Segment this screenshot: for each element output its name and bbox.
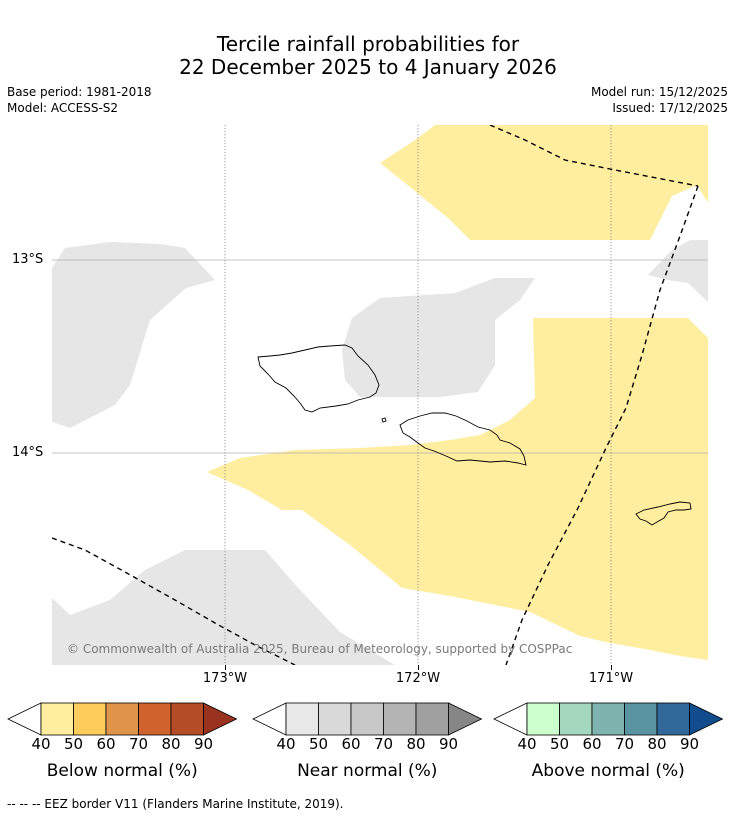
colorbar-tick-label: 60 xyxy=(96,735,116,753)
colorbar-tick-label: 50 xyxy=(63,735,84,753)
near-normal-region-center xyxy=(342,278,535,397)
colorbar-tick-label: 80 xyxy=(406,735,426,753)
copyright-text: © Commonwealth of Australia 2025, Bureau… xyxy=(67,642,572,656)
colorbar-tick-label: 90 xyxy=(679,735,700,753)
colorbar-swatch xyxy=(40,702,74,736)
colorbar-tick-label: 50 xyxy=(549,735,570,753)
forecast-map: © Commonwealth of Australia 2025, Bureau… xyxy=(52,125,708,665)
colorbar-tick-label: 90 xyxy=(193,735,214,753)
near-normal-region-east xyxy=(648,240,708,302)
manono-island-outline xyxy=(381,417,387,423)
lon-tick-172w xyxy=(418,665,419,670)
colorbar-swatch xyxy=(138,702,172,736)
colorbar-swatch xyxy=(656,702,690,736)
colorbar-swatch xyxy=(383,702,417,736)
colorbar-tick-label: 80 xyxy=(647,735,667,753)
base-period-text: Base period: 1981-2018 xyxy=(7,85,152,99)
colorbar-tick-label: 80 xyxy=(161,735,181,753)
lat-label-14s: 14°S xyxy=(12,445,44,460)
below-normal-region-south xyxy=(207,318,708,660)
colorbar-low-extend xyxy=(7,702,42,736)
colorbar-title: Above normal (%) xyxy=(531,761,685,781)
colorbar-tick-label: 70 xyxy=(373,735,394,753)
lon-label-172w: 172°W xyxy=(395,671,441,686)
savaii-island-outline xyxy=(257,344,380,413)
eez-legend-text: -- -- -- EEZ border V11 (Flanders Marine… xyxy=(7,797,344,811)
lon-label-171w: 171°W xyxy=(588,671,634,686)
tutuila-island-outline xyxy=(635,501,692,526)
near-normal-region-west xyxy=(52,242,215,428)
colorbar-swatch xyxy=(105,702,139,736)
colorbar-high-extend xyxy=(448,702,483,736)
colorbar-tick-label: 40 xyxy=(517,735,537,753)
colorbar-swatch xyxy=(318,702,352,736)
colorbar-3 xyxy=(493,702,724,736)
eez-border-southwest xyxy=(52,537,296,665)
chart-title-line2: 22 December 2025 to 4 January 2026 xyxy=(179,55,557,79)
chart-title-line1: Tercile rainfall probabilities for xyxy=(216,32,520,56)
colorbar-title: Near normal (%) xyxy=(297,761,438,781)
colorbar-swatch xyxy=(170,702,204,736)
lat-label-13s: 13°S xyxy=(12,252,44,267)
colorbar-tick-label: 70 xyxy=(128,735,149,753)
eez-border-north xyxy=(489,125,699,187)
colorbar-tick-label: 50 xyxy=(308,735,329,753)
lon-tick-171w xyxy=(611,665,612,670)
colorbar-swatch xyxy=(624,702,658,736)
colorbar-swatch xyxy=(526,702,560,736)
colorbar-tick-label: 40 xyxy=(276,735,296,753)
colorbar-low-extend xyxy=(493,702,528,736)
colorbar-swatch xyxy=(415,702,449,736)
lon-tick-173w xyxy=(225,665,226,670)
model-run-text: Model run: 15/12/2025 xyxy=(590,85,728,99)
lon-label-173w: 173°W xyxy=(202,671,248,686)
colorbar-tick-label: 60 xyxy=(582,735,602,753)
colorbar-tick-label: 60 xyxy=(341,735,361,753)
below-normal-region-north xyxy=(380,125,708,240)
issued-text: Issued: 17/12/2025 xyxy=(612,101,728,115)
colorbar-title: Below normal (%) xyxy=(46,761,198,781)
colorbar-high-extend xyxy=(689,702,724,736)
colorbar-swatch xyxy=(559,702,593,736)
colorbar-tick-label: 90 xyxy=(438,735,459,753)
colorbar-2 xyxy=(252,702,483,736)
colorbar-swatch xyxy=(350,702,384,736)
colorbar-low-extend xyxy=(252,702,287,736)
colorbar-tick-label: 70 xyxy=(614,735,635,753)
colorbar-tick-label: 40 xyxy=(31,735,51,753)
colorbar-high-extend xyxy=(203,702,238,736)
colorbar-swatch xyxy=(285,702,319,736)
near-normal-region-southwest xyxy=(52,550,395,665)
colorbar-swatch xyxy=(591,702,625,736)
model-text: Model: ACCESS-S2 xyxy=(7,101,119,115)
colorbar-1 xyxy=(7,702,238,736)
colorbar-swatch xyxy=(73,702,107,736)
upolu-island-outline xyxy=(399,412,527,466)
eez-border-east xyxy=(505,185,699,665)
